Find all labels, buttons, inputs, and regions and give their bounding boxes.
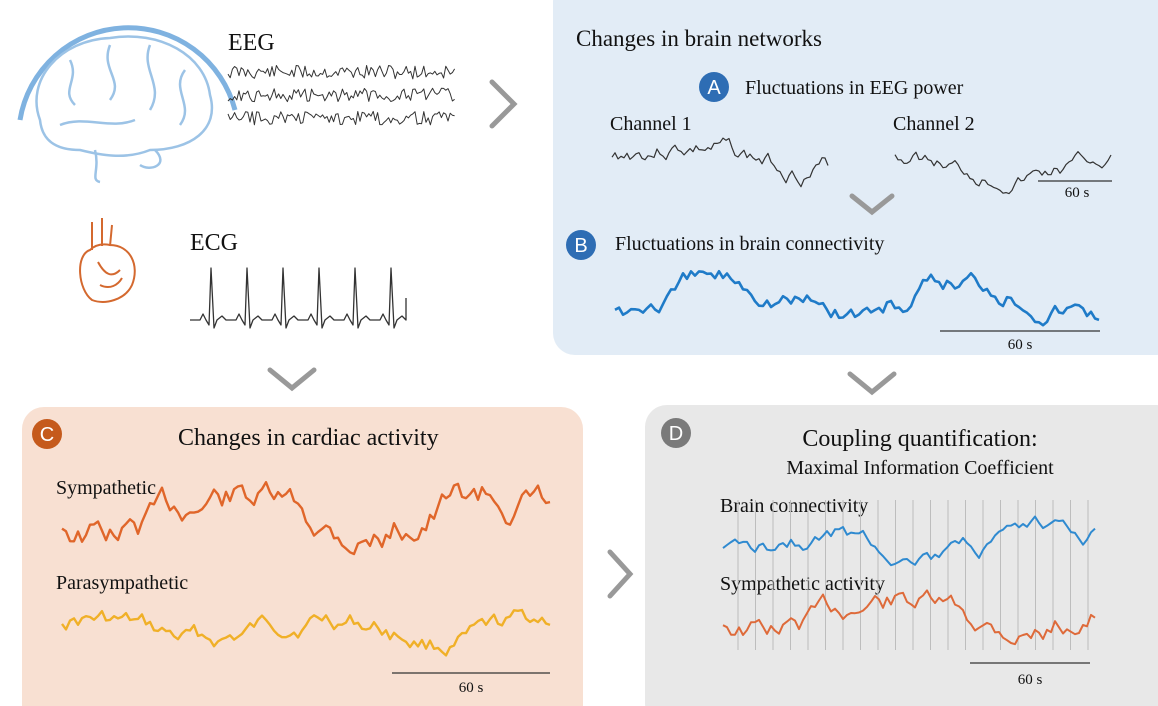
channel-label: Channel 1 bbox=[610, 113, 692, 135]
eeg-label: EEG bbox=[228, 30, 275, 56]
brain-icon bbox=[20, 28, 235, 182]
section-title: Fluctuations in EEG power bbox=[745, 77, 964, 99]
badge-label: A bbox=[707, 77, 721, 99]
signal-trace bbox=[190, 268, 406, 328]
panel-subtitle: Maximal Information Coefficient bbox=[786, 457, 1054, 479]
panel-title: Changes in brain networks bbox=[576, 26, 822, 51]
badge-label: B bbox=[574, 235, 587, 257]
badge-label: D bbox=[669, 423, 683, 445]
arrow bbox=[270, 370, 314, 388]
badge-label: C bbox=[40, 424, 54, 446]
arrow bbox=[610, 552, 630, 596]
scale-label: 60 s bbox=[1018, 672, 1043, 688]
arrow bbox=[492, 82, 514, 126]
panel-brain bbox=[553, 0, 1158, 355]
heart-icon bbox=[80, 218, 135, 302]
arrow bbox=[850, 374, 894, 392]
signal-trace bbox=[228, 66, 455, 79]
scale-label: 60 s bbox=[459, 680, 484, 696]
section-title: Fluctuations in brain connectivity bbox=[615, 233, 884, 255]
panel-title: Coupling quantification: bbox=[802, 426, 1037, 452]
ecg-label: ECG bbox=[190, 230, 238, 256]
trace-label: Parasympathetic bbox=[56, 572, 188, 594]
panel-title: Changes in cardiac activity bbox=[178, 425, 439, 451]
figure: EEG ECG Changes in brain networks A Fluc… bbox=[0, 0, 1158, 706]
signal-trace bbox=[228, 111, 455, 124]
trace-label: Brain connectivity bbox=[720, 495, 868, 517]
panel-cardiac bbox=[22, 407, 583, 706]
trace-label: Sympathetic bbox=[56, 477, 156, 499]
channel-label: Channel 2 bbox=[893, 113, 975, 135]
signal-trace bbox=[228, 88, 455, 101]
scale-label: 60 s bbox=[1065, 185, 1090, 201]
scale-label: 60 s bbox=[1008, 337, 1033, 353]
